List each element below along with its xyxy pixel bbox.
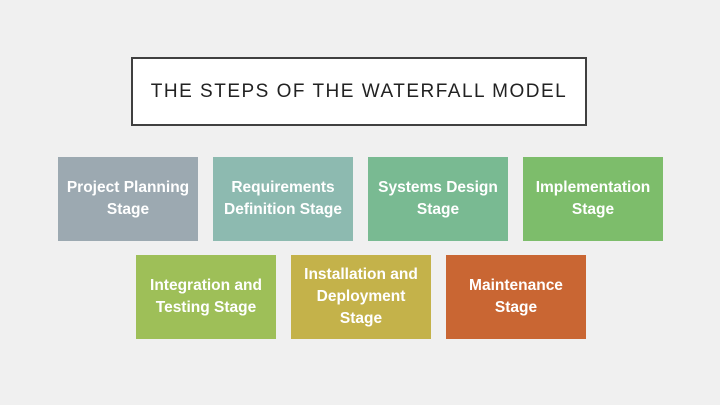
stage-label: Implementation Stage <box>535 179 651 218</box>
stage-integration-testing: Integration and Testing Stage <box>136 255 276 339</box>
stage-label: Project Planning Stage <box>66 179 190 218</box>
stage-label: Systems Design Stage <box>378 179 498 218</box>
stage-implementation: Implementation Stage <box>523 157 663 241</box>
stage-maintenance: Maintenance Stage <box>446 255 586 339</box>
stage-systems-design: Systems Design Stage <box>368 157 508 241</box>
stage-installation-deployment: Installation and Deployment Stage <box>291 255 431 339</box>
stage-label: Requirements Definition Stage <box>224 179 342 218</box>
stage-label: Installation and Deployment Stage <box>304 266 418 327</box>
stage-requirements-definition: Requirements Definition Stage <box>213 157 353 241</box>
stage-project-planning: Project Planning Stage <box>58 157 198 241</box>
title-box: The Steps of the Waterfall Model <box>131 57 587 126</box>
stage-label: Maintenance Stage <box>469 277 563 316</box>
stage-label: Integration and Testing Stage <box>150 277 262 316</box>
slide-title: The Steps of the Waterfall Model <box>150 80 568 102</box>
